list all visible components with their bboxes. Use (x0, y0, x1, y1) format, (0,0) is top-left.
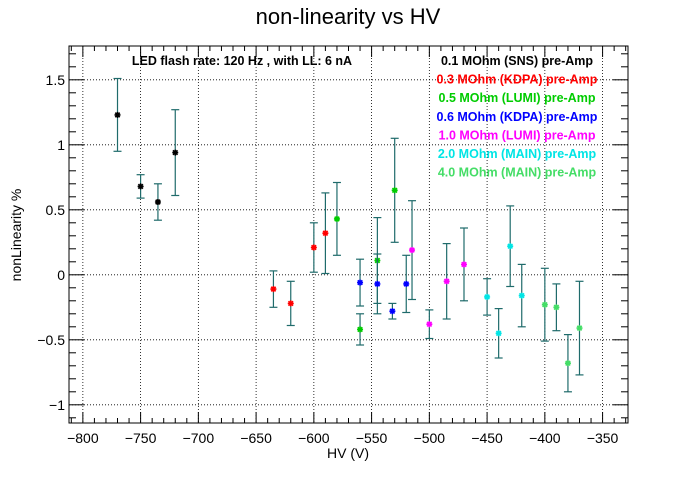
y-tick-label: −0.5 (37, 332, 65, 348)
legend: 0.1 MOhm (SNS) pre-Amp 0.3 MOhm (KDPA) pr… (437, 54, 598, 180)
legend-entry: 2.0 MOhm (MAIN) pre-Amp (438, 147, 597, 161)
legend-entry: 0.3 MOhm (KDPA) pre-Amp (437, 73, 598, 87)
data-point (403, 280, 410, 287)
y-tick-label: 0.5 (46, 202, 66, 218)
legend-entry: 0.1 MOhm (SNS) pre-Amp (441, 54, 593, 68)
data-point (389, 308, 396, 315)
series-group (356, 253, 411, 320)
data-point (322, 230, 329, 237)
x-axis-label: HV (V) (327, 445, 369, 461)
data-point (576, 325, 583, 332)
data-point (310, 244, 317, 251)
series-group (540, 267, 584, 393)
legend-entry: 4.0 MOhm (MAIN) pre-Amp (438, 166, 597, 180)
data-point (357, 326, 364, 333)
data-point (495, 330, 502, 337)
axes: −800 −750 −700 −650 −600 −550 −500 −450 −400 −350… (37, 46, 628, 446)
legend-entry: 0.6 MOhm (KDPA) pre-Amp (437, 110, 598, 124)
data-point (333, 215, 340, 222)
x-tick-label: −550 (356, 430, 388, 446)
data-point (154, 199, 161, 205)
data-point (137, 183, 144, 190)
series-group (408, 200, 468, 340)
data-point (460, 261, 467, 268)
legend-entry: 0.5 MOhm (LUMI) pre-Amp (439, 91, 596, 105)
data-point (507, 243, 514, 250)
y-tick-label: −1 (49, 397, 65, 413)
data-point (287, 300, 294, 307)
x-tick-label: −750 (125, 430, 157, 446)
data-point (541, 301, 548, 308)
x-tick-label: −450 (471, 430, 503, 446)
grid-lines (69, 46, 628, 423)
series-group (483, 205, 526, 359)
data-point (443, 278, 450, 285)
x-tick-label: −500 (414, 430, 446, 446)
data-point (172, 149, 179, 156)
data-point (553, 304, 560, 311)
data-point (409, 247, 416, 254)
y-tick-label: 1 (57, 137, 65, 153)
y-tick-label: 0 (57, 267, 65, 283)
data-point (564, 360, 571, 367)
x-tick-label: −800 (67, 430, 99, 446)
chart-title: non-linearity vs HV (256, 4, 441, 29)
data-point (391, 187, 398, 194)
data-point (484, 293, 491, 300)
x-tick-label: −650 (240, 430, 272, 446)
legend-entry: 1.0 MOhm (LUMI) pre-Amp (439, 128, 596, 142)
x-tick-label: −350 (587, 430, 619, 446)
data-point (374, 280, 381, 287)
data-point (518, 292, 525, 299)
data-point (426, 321, 433, 328)
x-tick-label: −400 (529, 430, 561, 446)
series-group (113, 77, 180, 221)
series-group (269, 192, 330, 327)
y-tick-label: 1.5 (46, 72, 66, 88)
data-point (357, 279, 364, 286)
data-points (113, 77, 584, 393)
x-tick-label: −700 (183, 430, 215, 446)
chart-annotation: LED flash rate: 120 Hz , with LL: 6 nA (132, 54, 352, 68)
data-point (270, 286, 277, 293)
data-point (114, 111, 121, 118)
x-tick-label: −600 (298, 430, 330, 446)
y-axis-label: nonLinearity % (8, 189, 24, 282)
